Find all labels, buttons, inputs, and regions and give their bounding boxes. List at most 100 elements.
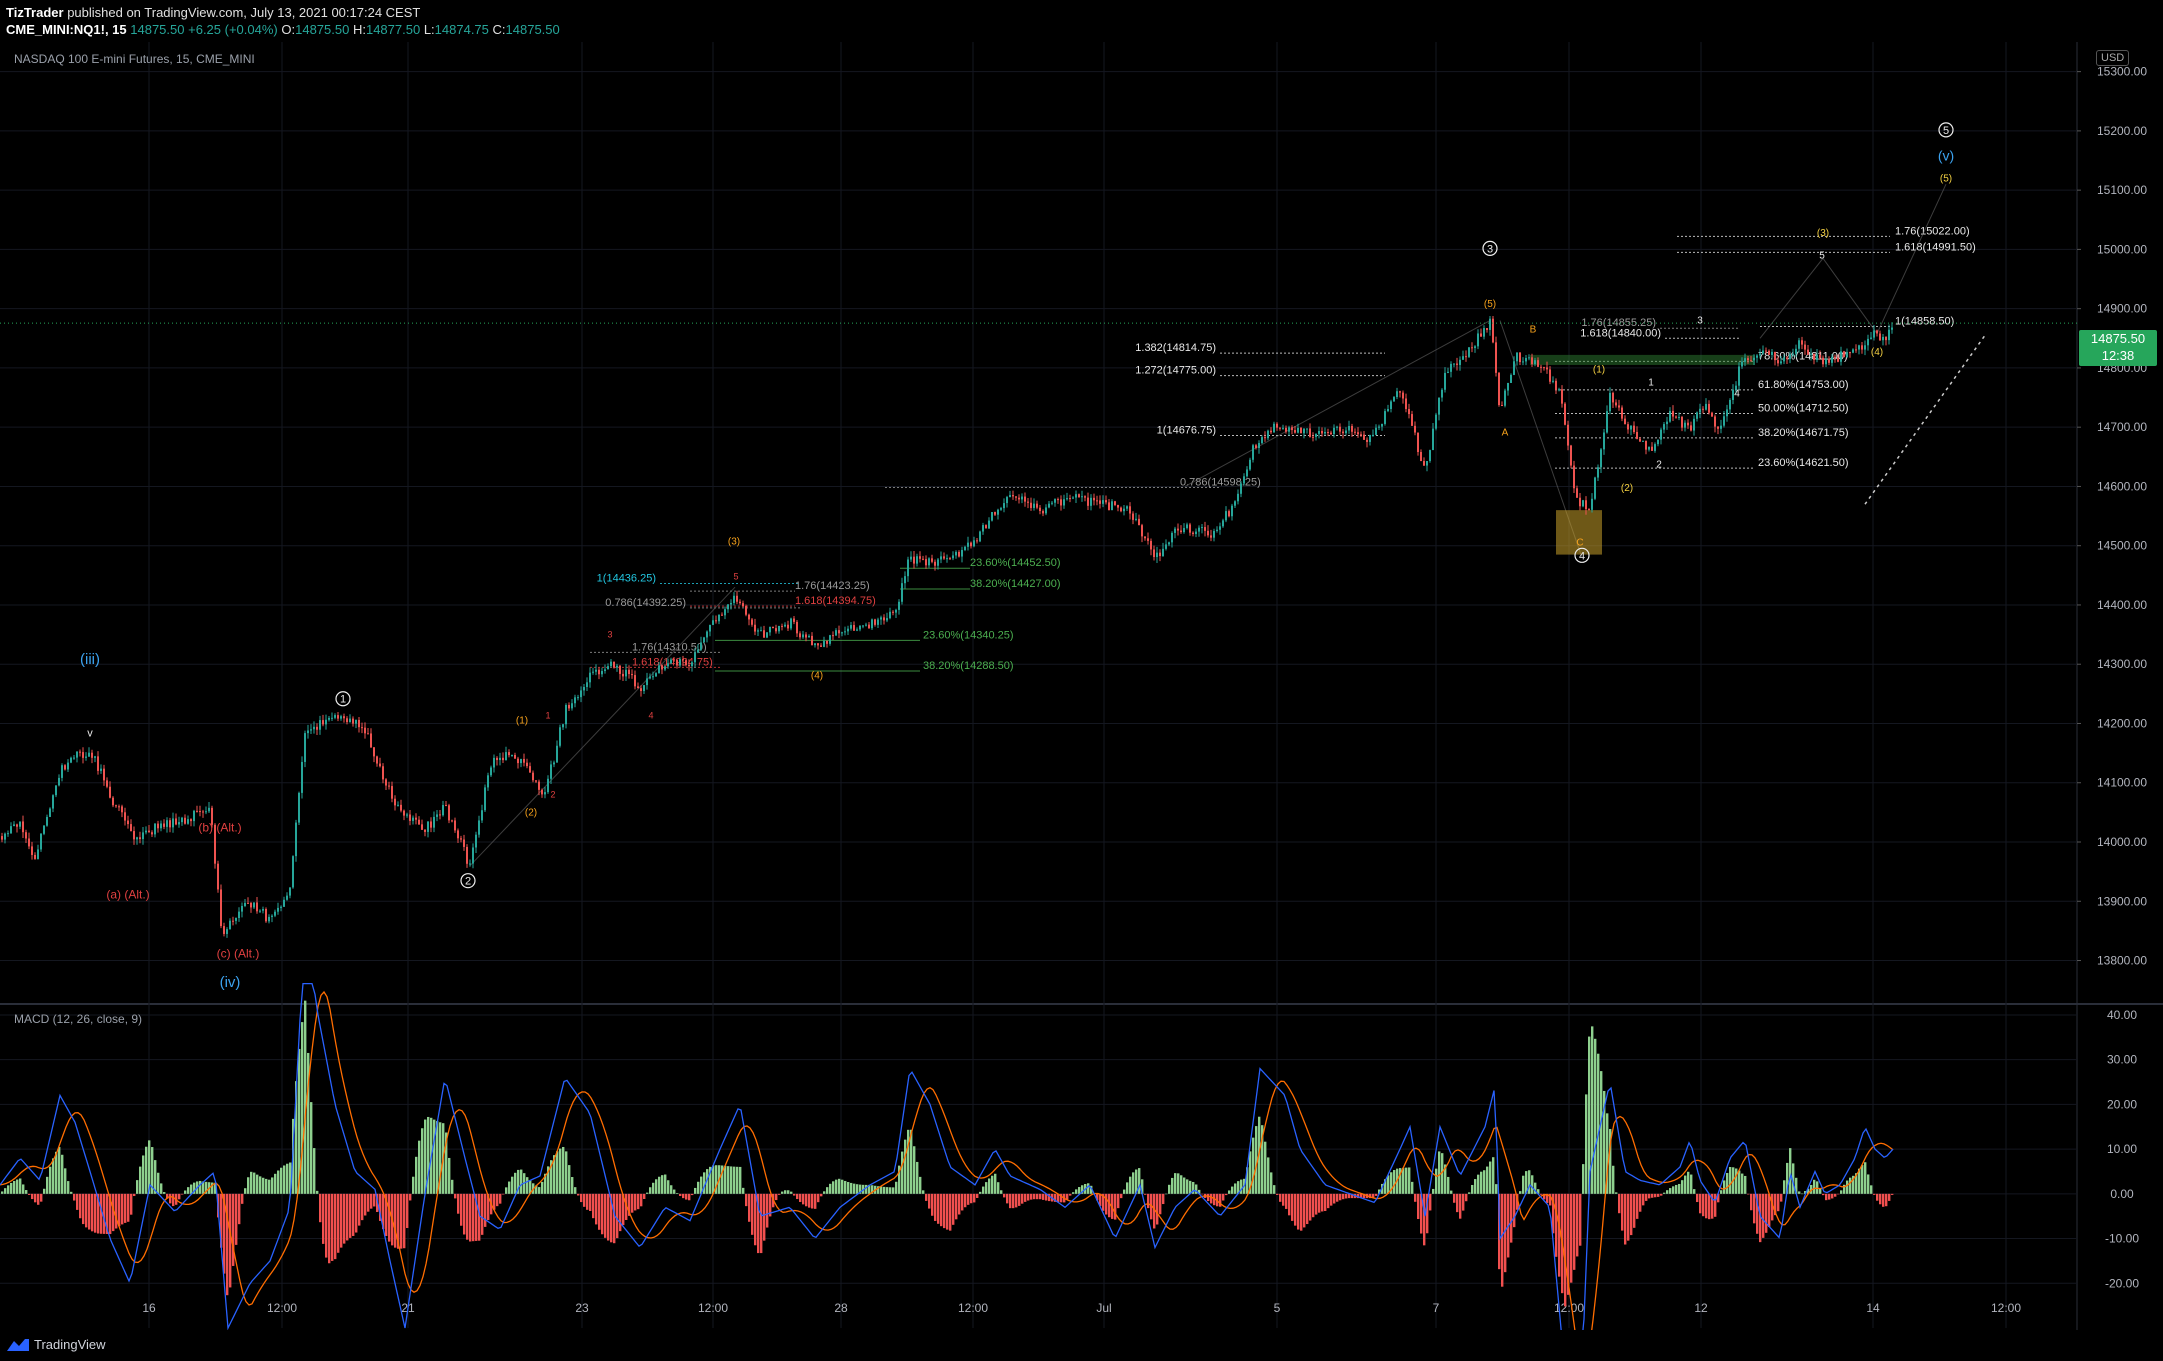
fib-level-label: 0.786(14392.25) — [605, 597, 686, 609]
candle-body-up — [1891, 327, 1893, 330]
tradingview-logo-icon[interactable] — [6, 1337, 30, 1353]
candle-body-up — [1606, 411, 1608, 433]
candle-body-up — [1888, 329, 1890, 341]
candle-body-up — [895, 609, 897, 613]
candle-body-up — [286, 895, 288, 900]
candle-body-down — [1687, 422, 1689, 426]
candle-body-up — [1033, 503, 1035, 508]
macd-histogram-bar-up — [880, 1186, 883, 1194]
macd-histogram-bar-up — [1609, 1128, 1612, 1194]
macd-histogram-bar-down — [604, 1193, 607, 1238]
macd-histogram-bar-up — [1741, 1173, 1744, 1194]
publisher-name[interactable]: TizTrader — [6, 5, 64, 20]
macd-histogram-bar-down — [793, 1193, 796, 1196]
macd-histogram-bar-up — [1135, 1169, 1138, 1194]
macd-histogram-bar-down — [619, 1193, 622, 1232]
footer-brand[interactable]: TradingView — [34, 1337, 106, 1352]
macd-histogram-bar-up — [529, 1180, 532, 1194]
candle-body-down — [1549, 369, 1551, 382]
candle-body-down — [256, 902, 258, 912]
macd-histogram-bar-down — [1030, 1193, 1033, 1200]
candle-body-down — [1255, 445, 1257, 448]
candle-body-up — [646, 678, 648, 686]
candle-body-up — [1516, 352, 1518, 362]
macd-histogram-bar-down — [358, 1193, 361, 1226]
macd-histogram-bar-up — [832, 1181, 835, 1194]
candle-body-down — [1486, 328, 1488, 330]
macd-histogram-bar-down — [955, 1193, 958, 1220]
macd-histogram-bar-down — [1042, 1193, 1045, 1200]
macd-histogram-bar-up — [412, 1176, 415, 1194]
macd-histogram-bar-down — [1024, 1193, 1027, 1202]
fib-level-label: 1.76(14423.25) — [795, 580, 870, 592]
candle-body-down — [211, 807, 213, 825]
candle-body-down — [661, 665, 663, 670]
candle-body-up — [1111, 501, 1113, 511]
macd-histogram-bar-up — [1603, 1090, 1606, 1194]
macd-histogram-bar-up — [1486, 1166, 1489, 1194]
candle-body-up — [499, 757, 501, 761]
ohlc-line: CME_MINI:NQ1!, 15 14875.50 +6.25 (+0.04%… — [6, 22, 560, 37]
wave-label: (4) — [1871, 347, 1883, 358]
fib-level-label: 1(14676.75) — [1157, 424, 1216, 436]
chart-canvas[interactable]: 16 12:00 21 23 12:00 28 12:00 Jul 5 7 12:00 12 14 12:… — [0, 42, 2163, 1330]
candle-body-down — [1717, 426, 1719, 429]
candle-body-down — [1144, 536, 1146, 539]
candle-body-up — [814, 643, 816, 646]
macd-histogram-bar-up — [979, 1191, 982, 1194]
candle-body-down — [1561, 389, 1563, 404]
macd-histogram-bar-up — [1492, 1157, 1495, 1194]
candle-body-up — [802, 634, 804, 638]
macd-histogram-bar-down — [775, 1193, 778, 1201]
candle-body-up — [1771, 351, 1773, 355]
macd-histogram-bar-up — [901, 1151, 904, 1194]
candle-body-down — [838, 630, 840, 634]
candle-body-up — [859, 625, 861, 630]
macd-histogram-bar-up — [4, 1188, 7, 1194]
macd-histogram-bar-up — [904, 1139, 907, 1194]
macd-histogram-bar-up — [1594, 1038, 1597, 1194]
macd-histogram-bar-down — [1654, 1193, 1657, 1198]
candle-body-up — [1528, 357, 1530, 359]
macd-histogram-bar-down — [82, 1193, 85, 1225]
candle-body-up — [70, 757, 72, 763]
publisher-line: TizTrader published on TradingView.com, … — [6, 5, 420, 20]
candle-body-up — [1660, 429, 1662, 440]
macd-histogram-bar-down — [766, 1193, 769, 1228]
candle-body-down — [805, 634, 807, 638]
candle-body-down — [151, 832, 153, 835]
candle-body-up — [1219, 526, 1221, 530]
candle-body-up — [1162, 548, 1164, 557]
candle-body-down — [1765, 350, 1767, 352]
candle-body-up — [7, 833, 9, 835]
macd-histogram-bar-down — [1420, 1193, 1423, 1234]
macd-histogram-bar-down — [1033, 1193, 1036, 1200]
candle-body-down — [367, 733, 369, 735]
macd-histogram-bar-up — [1525, 1171, 1528, 1194]
macd-histogram-bar-down — [103, 1193, 106, 1234]
macd-histogram-bar-up — [280, 1167, 283, 1194]
macd-histogram-bar-up — [187, 1187, 190, 1194]
candle-body-up — [1597, 467, 1599, 478]
macd-histogram-bar-up — [1597, 1053, 1600, 1194]
symbol-label[interactable]: CME_MINI:NQ1!, 15 — [6, 22, 127, 37]
macd-histogram-bar-up — [505, 1187, 508, 1194]
candle-body-down — [1540, 366, 1542, 368]
candle-body-up — [1051, 502, 1053, 504]
macd-histogram-bar-up — [55, 1151, 58, 1194]
macd-histogram-bar-up — [826, 1187, 829, 1194]
macd-histogram-bar-up — [910, 1129, 913, 1194]
candle-body-down — [1129, 506, 1131, 514]
candle-body-down — [1531, 357, 1533, 365]
macd-histogram-bar-up — [1165, 1193, 1168, 1195]
candle-body-down — [1471, 347, 1473, 349]
candle-body-up — [289, 887, 291, 896]
macd-histogram-bar-down — [811, 1193, 814, 1209]
macd-histogram-bar-down — [334, 1193, 337, 1260]
candle-body-up — [1609, 392, 1611, 412]
currency-button[interactable]: USD — [2096, 50, 2130, 66]
fib-level-label: 1.272(14775.00) — [1135, 365, 1216, 377]
macd-histogram-bar-up — [1669, 1188, 1672, 1194]
candle-body-down — [619, 665, 621, 674]
candle-body-up — [1186, 524, 1188, 529]
